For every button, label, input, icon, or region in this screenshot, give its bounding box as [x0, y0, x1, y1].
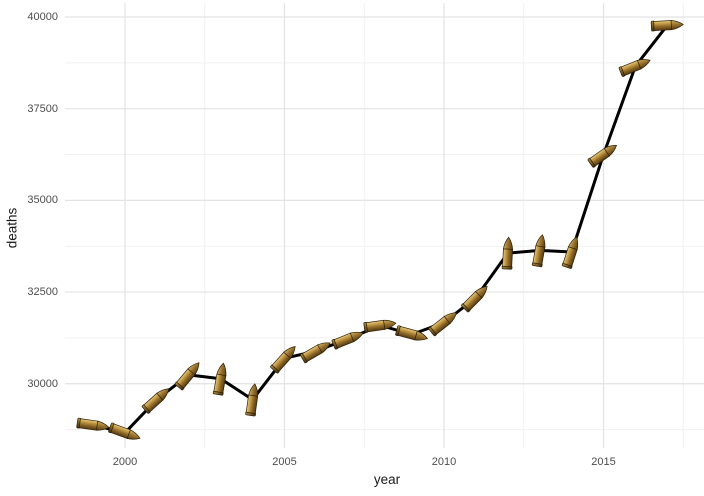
y-axis-title: deaths	[4, 207, 20, 249]
bullet-marker	[299, 338, 334, 364]
bullet-marker	[460, 282, 492, 313]
bullet-marker	[363, 317, 397, 333]
bullet-marker	[331, 327, 366, 350]
x-tick-label: 2015	[591, 456, 616, 468]
bullet-marker	[245, 382, 261, 417]
x-tick-label: 2005	[272, 456, 297, 468]
x-tick-label: 2000	[112, 456, 138, 468]
bullet-marker	[618, 55, 653, 78]
y-tick-label: 35000	[27, 194, 58, 207]
bullet-marker	[141, 384, 173, 415]
y-tick-label: 30000	[27, 377, 58, 390]
y-tick-label: 40000	[27, 11, 58, 23]
y-tick-label: 37500	[27, 102, 58, 115]
y-tick-label: 32500	[27, 286, 58, 299]
x-tick-label: 2010	[431, 456, 457, 468]
x-axis-title: year	[373, 472, 401, 487]
bullet-marker	[501, 236, 514, 270]
bullet-marker	[395, 325, 430, 344]
bullet-marker	[650, 19, 684, 32]
data-line	[91, 23, 669, 435]
